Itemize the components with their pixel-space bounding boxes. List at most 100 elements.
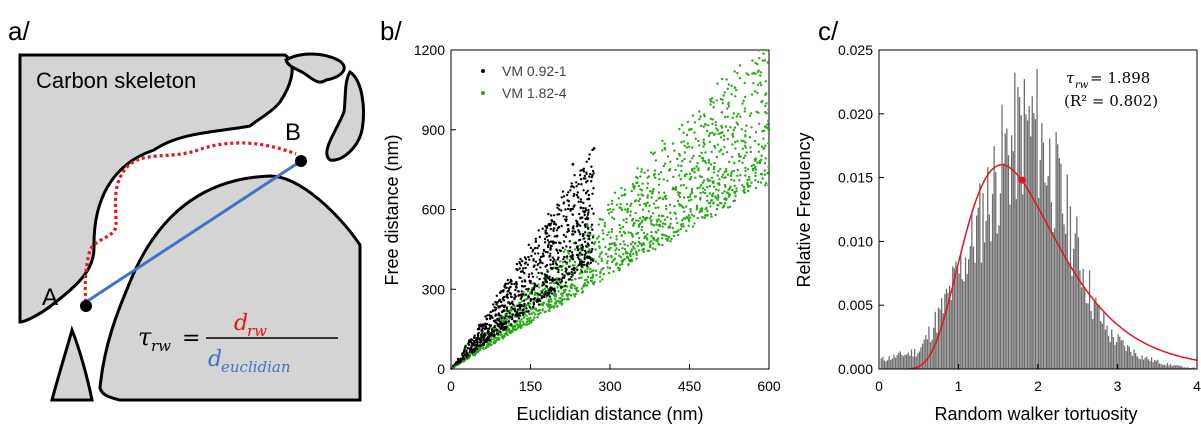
scatter-point-vm-1-82-4 — [743, 81, 746, 85]
histogram-bar — [1031, 96, 1033, 370]
scatter-point-vm-1-82-4 — [574, 278, 577, 281]
scatter-point-vm-1-82-4 — [642, 231, 646, 235]
histogram-bar — [947, 292, 949, 369]
histogram-bar — [1122, 340, 1124, 369]
scatter-point-vm-0-92-1 — [571, 213, 574, 216]
scatter-point-vm-0-92-1 — [532, 303, 536, 306]
scatter-point-vm-1-82-4 — [596, 237, 599, 240]
scatter-point-vm-1-82-4 — [693, 131, 696, 134]
histogram-bar — [1085, 303, 1087, 369]
scatter-point-vm-1-82-4 — [688, 128, 691, 132]
scatter-point-vm-1-82-4 — [625, 251, 628, 255]
scatter-point-vm-1-82-4 — [681, 159, 684, 163]
histogram-bar — [1101, 323, 1103, 369]
scatter-point-vm-1-82-4 — [666, 216, 669, 219]
scatter-point-vm-1-82-4 — [729, 126, 732, 129]
histogram-bar — [995, 172, 997, 369]
scatter-point-vm-1-82-4 — [730, 170, 733, 173]
scatter-point-vm-0-92-1 — [560, 209, 563, 212]
scatter-point-vm-1-82-4 — [721, 192, 724, 195]
scatter-point-vm-1-82-4 — [698, 175, 702, 178]
scatter-point-vm-1-82-4 — [743, 191, 746, 194]
scatter-point-vm-1-82-4 — [697, 169, 700, 172]
scatter-point-vm-0-92-1 — [580, 270, 583, 273]
scatter-point-vm-1-82-4 — [693, 167, 696, 170]
scatter-point-vm-1-82-4 — [749, 150, 753, 154]
scatter-point-vm-1-82-4 — [708, 192, 711, 195]
scatter-point-vm-1-82-4 — [600, 259, 603, 263]
scatter-point-vm-0-92-1 — [532, 259, 535, 262]
scatter-point-vm-0-92-1 — [571, 273, 574, 276]
scatter-point-vm-1-82-4 — [748, 136, 752, 139]
scatter-point-vm-1-82-4 — [703, 216, 706, 219]
scatter-point-vm-0-92-1 — [561, 190, 565, 193]
scatter-point-vm-1-82-4 — [646, 186, 649, 190]
scatter-point-vm-0-92-1 — [502, 309, 506, 312]
scatter-point-vm-0-92-1 — [510, 282, 513, 286]
scatter-point-vm-1-82-4 — [572, 293, 575, 296]
scatter-point-vm-1-82-4 — [607, 231, 610, 234]
scatter-point-vm-0-92-1 — [511, 313, 514, 317]
scatter-point-vm-1-82-4 — [570, 286, 573, 290]
scatter-point-vm-1-82-4 — [749, 184, 752, 188]
scatter-point-vm-1-82-4 — [637, 199, 640, 203]
scatter-point-vm-1-82-4 — [731, 132, 734, 135]
scatter-point-vm-1-82-4 — [726, 173, 730, 176]
scatter-point-vm-0-92-1 — [480, 344, 483, 347]
scatter-point-vm-1-82-4 — [670, 237, 673, 241]
scatter-point-vm-1-82-4 — [615, 247, 618, 250]
scatter-point-vm-1-82-4 — [714, 121, 717, 124]
scatter-point-vm-1-82-4 — [723, 91, 726, 94]
scatter-point-vm-0-92-1 — [583, 240, 587, 243]
histogram-bar — [1115, 342, 1118, 369]
scatter-point-vm-1-82-4 — [687, 218, 690, 221]
scatter-point-vm-1-82-4 — [618, 223, 621, 227]
histogram-bar — [1028, 106, 1030, 369]
scatter-point-vm-1-82-4 — [679, 178, 682, 181]
scatter-point-vm-1-82-4 — [567, 252, 570, 255]
histogram-bar — [1112, 337, 1114, 369]
scatter-point-vm-1-82-4 — [586, 275, 590, 279]
scatter-point-vm-1-82-4 — [669, 217, 673, 220]
scatter-point-vm-1-82-4 — [744, 141, 747, 144]
scatter-point-vm-1-82-4 — [695, 204, 699, 207]
scatter-point-vm-1-82-4 — [634, 199, 638, 202]
scatter-point-vm-1-82-4 — [663, 142, 666, 145]
histogram-bar — [939, 309, 941, 369]
scatter-point-vm-1-82-4 — [637, 184, 640, 188]
scatter-point-vm-0-92-1 — [578, 239, 581, 242]
scatter-point-vm-0-92-1 — [515, 312, 519, 315]
scatter-point-vm-1-82-4 — [721, 102, 724, 105]
scatter-point-vm-0-92-1 — [571, 207, 574, 211]
scatter-point-vm-0-92-1 — [521, 259, 524, 263]
scatter-point-vm-0-92-1 — [503, 321, 506, 324]
scatter-point-vm-0-92-1 — [513, 308, 516, 311]
scatter-point-vm-0-92-1 — [577, 182, 580, 186]
scatter-point-vm-0-92-1 — [509, 295, 513, 298]
legend-label-vm-0-92-1: VM 0.92-1 — [502, 63, 567, 79]
histogram-bar — [1074, 233, 1076, 369]
scatter-point-vm-1-82-4 — [604, 245, 607, 249]
scatter-point-vm-1-82-4 — [761, 59, 764, 62]
scatter-point-vm-1-82-4 — [696, 187, 699, 190]
scatter-point-vm-1-82-4 — [704, 214, 707, 217]
scatter-point-vm-1-82-4 — [724, 125, 728, 128]
scatter-point-vm-0-92-1 — [529, 246, 533, 250]
scatter-point-vm-1-82-4 — [661, 225, 664, 228]
histogram-bar — [1103, 311, 1105, 369]
scatter-point-vm-1-82-4 — [629, 254, 632, 258]
scatter-point-vm-1-82-4 — [737, 152, 741, 156]
scatter-point-vm-1-82-4 — [736, 168, 739, 172]
scatter-point-vm-1-82-4 — [629, 231, 632, 235]
scatter-point-vm-1-82-4 — [657, 206, 660, 209]
histogram-bar — [925, 335, 927, 369]
scatter-point-vm-1-82-4 — [763, 125, 767, 128]
scatter-point-vm-1-82-4 — [637, 219, 640, 222]
scatter-point-vm-1-82-4 — [700, 175, 703, 179]
scatter-point-vm-0-92-1 — [581, 216, 584, 219]
scatter-point-vm-1-82-4 — [727, 105, 731, 108]
scatter-point-vm-1-82-4 — [637, 240, 641, 244]
scatter-point-vm-1-82-4 — [594, 241, 597, 244]
scatter-point-vm-0-92-1 — [503, 304, 507, 307]
scatter-point-vm-1-82-4 — [763, 173, 767, 176]
